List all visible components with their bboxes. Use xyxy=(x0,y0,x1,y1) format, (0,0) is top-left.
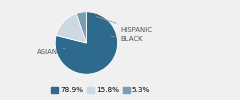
Wedge shape xyxy=(56,14,86,43)
Wedge shape xyxy=(55,12,118,74)
Text: HISPANIC: HISPANIC xyxy=(96,16,152,33)
Text: BLACK: BLACK xyxy=(111,36,143,42)
Wedge shape xyxy=(76,12,86,43)
Legend: 78.9%, 15.8%, 5.3%: 78.9%, 15.8%, 5.3% xyxy=(48,84,153,96)
Text: ASIAN: ASIAN xyxy=(36,48,65,55)
